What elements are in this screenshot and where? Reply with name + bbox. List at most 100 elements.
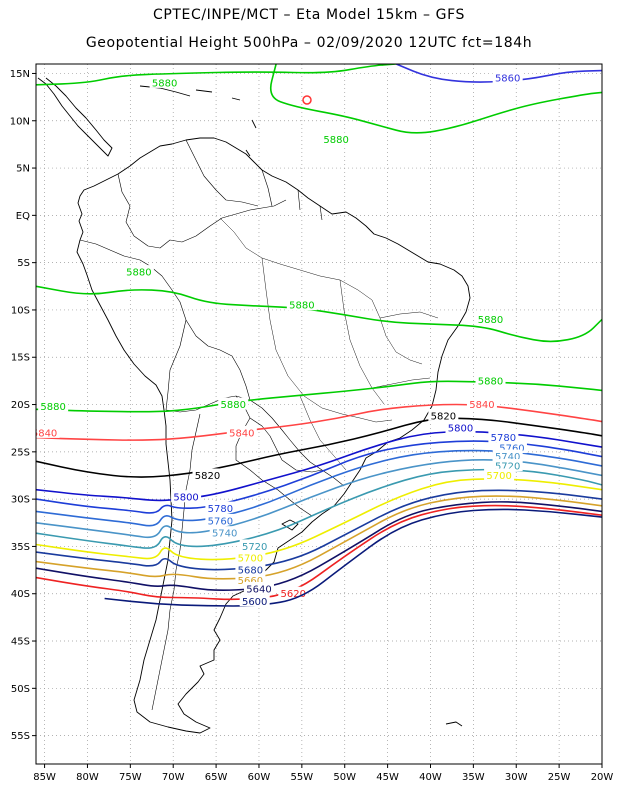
brazil-state-lines xyxy=(219,217,439,471)
contour-line-5680 xyxy=(36,489,602,571)
lat-tick-label: 10S xyxy=(11,305,30,316)
lon-tick-label: 70W xyxy=(162,772,185,783)
contour-label-5880: 5880 xyxy=(478,376,503,387)
contour-label-background xyxy=(492,459,523,472)
lon-tick-label: 55W xyxy=(291,772,314,783)
lon-tick-label: 65W xyxy=(205,772,228,783)
lat-tick-label: 25S xyxy=(11,447,30,458)
central-america-coastline xyxy=(37,77,113,157)
lon-tick-label: 60W xyxy=(248,772,271,783)
contour-line-5880 xyxy=(36,285,602,343)
contour-label-5680: 5680 xyxy=(238,566,263,577)
contour-label-background xyxy=(123,265,154,278)
lat-tick-label: 20S xyxy=(11,400,30,411)
contour-line-5760 xyxy=(36,449,602,527)
lat-tick-label: 40S xyxy=(11,589,30,600)
lat-tick-label: 15S xyxy=(11,353,30,364)
contour-label-5720: 5720 xyxy=(495,462,520,473)
contour-label-5840: 5840 xyxy=(32,428,57,439)
height-contours: 5880 5880 5860 5880 5880 5880 5880 5880 5880 5840… xyxy=(32,64,602,608)
contour-label-5880: 5880 xyxy=(221,400,246,411)
contour-label-background xyxy=(475,312,506,325)
lon-tick-label: 35W xyxy=(462,772,485,783)
contour-label-5820: 5820 xyxy=(431,411,456,422)
contour-label-background xyxy=(475,373,506,386)
contour-label-background xyxy=(428,408,459,421)
contour-label-5880: 5880 xyxy=(478,315,503,326)
lon-tick-label: 85W xyxy=(33,772,56,783)
falkland-islands xyxy=(281,519,299,531)
contour-label-background xyxy=(171,490,202,503)
contour-label-background xyxy=(235,563,266,576)
contour-label-5620: 5620 xyxy=(281,589,306,600)
lat-tick-label: 30S xyxy=(11,495,30,506)
contour-label-5800: 5800 xyxy=(448,424,473,435)
axis-ticks: 85W 80W 75W 70W 65W 60W 55W 50W 45W 40W 35W 30W 25W 2… xyxy=(10,69,614,783)
contour-label-5760: 5760 xyxy=(499,444,524,455)
contour-label-background xyxy=(492,449,523,462)
coastline-borders xyxy=(37,77,471,734)
lon-tick-label: 45W xyxy=(376,772,399,783)
contour-label-5840: 5840 xyxy=(229,428,254,439)
contour-label-background xyxy=(239,594,270,607)
contour-label-5780: 5780 xyxy=(208,504,233,515)
lat-tick-label: 45S xyxy=(11,637,30,648)
contour-label-5760: 5760 xyxy=(208,516,233,527)
contour-label-background xyxy=(488,430,519,443)
lat-tick-label: 5S xyxy=(17,258,30,269)
contour-label-5840: 5840 xyxy=(469,400,494,411)
contour-label-5700: 5700 xyxy=(238,553,263,564)
contour-label-5720: 5720 xyxy=(242,542,267,553)
lon-tick-label: 40W xyxy=(419,772,442,783)
country-borders xyxy=(79,139,345,711)
contour-line-5880 xyxy=(36,64,397,86)
contour-label-background xyxy=(445,421,476,434)
contour-label-background xyxy=(243,582,274,594)
contour-line-5860 xyxy=(395,64,602,83)
contour-label-background xyxy=(466,397,497,410)
contour-label-5800: 5800 xyxy=(173,493,198,504)
contour-label-background xyxy=(36,425,60,438)
contour-label-5820: 5820 xyxy=(195,471,220,482)
contour-label-5640: 5640 xyxy=(246,585,271,596)
lon-tick-label: 50W xyxy=(333,772,356,783)
contour-label-5880: 5880 xyxy=(323,135,348,146)
lon-tick-label: 30W xyxy=(505,772,528,783)
contour-label-background xyxy=(239,539,270,552)
plot-frame xyxy=(35,63,603,765)
lon-tick-label: 75W xyxy=(119,772,142,783)
contour-label-5880: 5880 xyxy=(289,301,314,312)
contour-label-5740: 5740 xyxy=(212,529,237,540)
lat-tick-label: 50S xyxy=(11,684,30,695)
contour-line-5880 xyxy=(36,380,602,413)
contour-label-background xyxy=(235,550,266,563)
lat-tick-label: 5N xyxy=(16,164,30,175)
contour-line-5840 xyxy=(36,403,602,441)
lat-tick-label: 55S xyxy=(11,731,30,742)
contour-label-5700: 5700 xyxy=(486,471,511,482)
contour-label-background xyxy=(205,513,236,526)
high-center-marker xyxy=(302,95,312,105)
lon-tick-label: 80W xyxy=(76,772,99,783)
contour-label-background xyxy=(149,75,180,88)
map-subtitle: Geopotential Height 500hPa – 02/09/2020 … xyxy=(85,35,533,51)
contour-label-background xyxy=(209,526,240,539)
contour-label-background xyxy=(218,397,249,410)
contour-label-background xyxy=(492,71,523,84)
contour-label-background xyxy=(205,501,236,514)
contour-label-5780: 5780 xyxy=(491,433,516,444)
contour-line-5740 xyxy=(36,459,602,539)
contour-label-5880: 5880 xyxy=(152,78,177,89)
lon-tick-label: 25W xyxy=(548,772,571,783)
contour-line-5600 xyxy=(104,508,602,607)
graticule xyxy=(36,64,602,764)
contour-label-background xyxy=(38,399,69,412)
caribbean-islands xyxy=(139,85,257,157)
contour-label-5880: 5880 xyxy=(126,268,151,279)
contour-label-5880: 5880 xyxy=(40,402,65,413)
contour-line-5880 xyxy=(269,64,602,134)
contour-line-5640 xyxy=(36,501,602,591)
contour-label-5660: 5660 xyxy=(238,576,263,587)
south-georgia xyxy=(445,721,463,727)
